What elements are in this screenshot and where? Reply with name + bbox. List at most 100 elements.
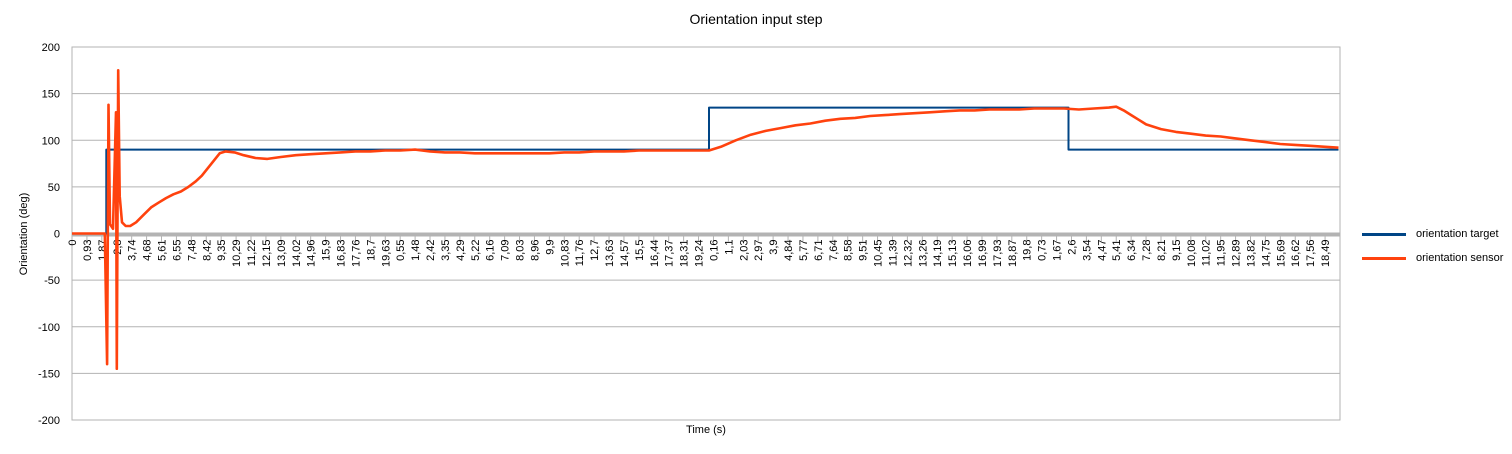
x-tick-label: 4,68 xyxy=(142,240,154,261)
x-tick-label: 19,8 xyxy=(1022,240,1034,261)
x-tick-label: 13,26 xyxy=(917,240,929,268)
x-tick-label: 4,84 xyxy=(783,240,795,261)
legend-item-target: orientation target xyxy=(1362,222,1503,246)
x-tick-label: 9,51 xyxy=(858,240,870,261)
x-tick-label: 5,22 xyxy=(470,240,482,261)
x-tick-label: 0,73 xyxy=(1037,240,1049,261)
series-line-orientation-target xyxy=(72,106,1339,235)
x-tick-label: 19,24 xyxy=(694,240,706,268)
x-tick-label: 6,34 xyxy=(1126,240,1138,261)
x-tick-label: 5,41 xyxy=(1111,240,1123,261)
x-tick-label: 15,9 xyxy=(321,240,333,261)
x-tick-label: 2,03 xyxy=(738,240,750,261)
x-tick-label: 12,15 xyxy=(261,240,273,268)
x-tick-label: 0,93 xyxy=(82,240,94,261)
legend-label-sensor: orientation sensor xyxy=(1416,252,1504,264)
x-tick-label: 14,96 xyxy=(306,240,318,268)
x-tick-label: 7,64 xyxy=(828,240,840,261)
x-tick-label: 1,48 xyxy=(410,240,422,261)
x-tick-label: 11,76 xyxy=(574,240,586,267)
x-tick-label: 15,5 xyxy=(634,240,646,261)
x-tick-label: 9,35 xyxy=(216,240,228,261)
x-tick-label: 14,19 xyxy=(932,240,944,268)
chart-title: Orientation input step xyxy=(689,11,823,27)
x-tick-label: 10,83 xyxy=(559,240,571,268)
x-tick-label: 6,71 xyxy=(813,240,825,261)
x-tick-label: 2,6 xyxy=(1066,240,1078,255)
x-tick-label: 8,58 xyxy=(843,240,855,261)
x-tick-label: 16,62 xyxy=(1290,240,1302,268)
x-tick-label: 13,09 xyxy=(276,240,288,268)
x-tick-label: 7,28 xyxy=(1141,240,1153,261)
x-tick-label: 17,76 xyxy=(350,240,362,268)
x-tick-label: 0,16 xyxy=(708,240,720,261)
y-tick-label: 200 xyxy=(42,42,60,54)
x-tick-label: 11,39 xyxy=(887,240,899,267)
x-tick-label: 11,22 xyxy=(246,240,258,267)
x-tick-label: 4,29 xyxy=(455,240,467,261)
y-tick-label: -150 xyxy=(38,368,60,380)
x-tick-label: 0,55 xyxy=(395,240,407,261)
y-tick-label: 150 xyxy=(42,89,60,101)
x-tick-label: 9,15 xyxy=(1171,240,1183,261)
x-tick-label: 11,95 xyxy=(1216,240,1228,267)
x-tick-label: 0 xyxy=(67,240,79,246)
y-tick-label: 0 xyxy=(54,229,60,241)
legend-item-sensor: orientation sensor xyxy=(1362,246,1503,270)
x-tick-label: 17,93 xyxy=(992,239,1004,267)
x-tick-label: 15,69 xyxy=(1275,240,1287,268)
x-tick-label: 4,47 xyxy=(1096,240,1108,261)
x-tick-label: 12,89 xyxy=(1231,240,1243,268)
x-tick-label: 16,99 xyxy=(977,240,989,268)
y-tick-label: -100 xyxy=(38,322,60,334)
legend-swatch-target xyxy=(1362,232,1406,236)
x-tick-label: 10,29 xyxy=(231,240,243,268)
x-tick-label: 14,75 xyxy=(1260,240,1272,268)
x-tick-label: 10,45 xyxy=(873,240,885,268)
x-tick-label: 3,74 xyxy=(127,240,139,261)
x-tick-label: 1,67 xyxy=(1052,240,1064,261)
x-tick-label: 2,42 xyxy=(425,240,437,261)
y-tick-label: -200 xyxy=(38,415,60,427)
x-tick-label: 6,55 xyxy=(171,240,183,261)
x-tick-label: 7,48 xyxy=(186,240,198,261)
x-tick-label: 15,13 xyxy=(947,240,959,268)
x-tick-label: 6,16 xyxy=(485,239,497,260)
x-tick-label: 14,02 xyxy=(291,240,303,268)
x-tick-label: 8,21 xyxy=(1156,240,1168,261)
series-line-orientation-sensor xyxy=(72,69,1339,371)
x-tick-label: 9,9 xyxy=(544,240,556,255)
y-tick-label: 50 xyxy=(48,182,60,194)
x-tick-label: 19,63 xyxy=(380,240,392,268)
x-tick-label: 8,42 xyxy=(201,240,213,261)
x-tick-label: 13,82 xyxy=(1245,240,1257,268)
x-tick-label: 14,57 xyxy=(619,240,631,268)
x-tick-label: 8,03 xyxy=(515,240,527,261)
legend-swatch-sensor xyxy=(1362,256,1406,260)
x-tick-label: 17,37 xyxy=(664,240,676,268)
x-tick-label: 2,97 xyxy=(753,240,765,261)
x-tick-label: 18,49 xyxy=(1320,240,1332,268)
legend-label-target: orientation target xyxy=(1416,228,1499,240)
x-tick-label: 13,63 xyxy=(604,240,616,268)
x-tick-label: 5,77 xyxy=(798,240,810,261)
x-tick-label: 3,54 xyxy=(1081,240,1093,261)
x-tick-label: 16,06 xyxy=(962,240,974,268)
x-tick-label: 18,7 xyxy=(365,240,377,261)
x-tick-label: 7,09 xyxy=(500,240,512,261)
y-tick-label: 100 xyxy=(42,135,60,147)
x-tick-label: 16,83 xyxy=(336,240,348,268)
x-tick-label: 12,7 xyxy=(589,240,601,261)
x-tick-label: 17,56 xyxy=(1305,240,1317,268)
x-tick-label: 16,44 xyxy=(649,240,661,268)
legend: orientation target orientation sensor xyxy=(1362,222,1503,270)
x-tick-label: 1,1 xyxy=(723,240,735,255)
x-tick-label: 3,35 xyxy=(440,240,452,261)
x-axis-label: Time (s) xyxy=(686,424,726,436)
x-tick-label: 8,96 xyxy=(529,240,541,261)
x-tick-label: 11,02 xyxy=(1201,240,1213,267)
x-tick-label: 18,31 xyxy=(679,240,691,268)
x-tick-label: 12,32 xyxy=(902,240,914,268)
y-tick-label: -50 xyxy=(44,275,60,287)
